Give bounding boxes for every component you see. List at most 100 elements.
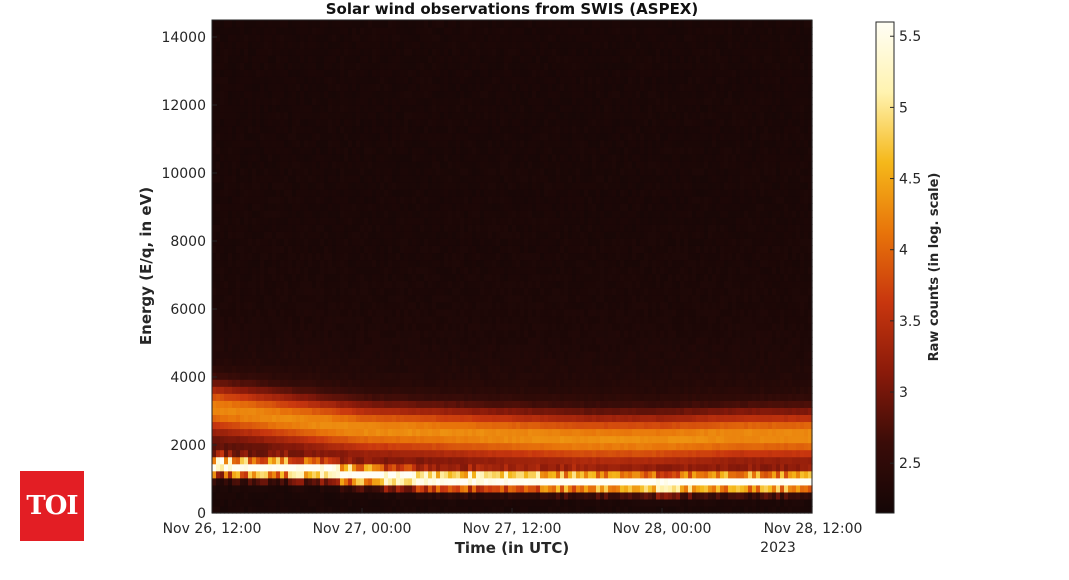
- heatmap-cell: [428, 301, 433, 310]
- heatmap-cell: [280, 153, 285, 162]
- heatmap-cell: [384, 41, 389, 49]
- heatmap-cell: [432, 343, 437, 352]
- heatmap-cell: [380, 104, 385, 113]
- heatmap-cell: [300, 379, 305, 387]
- heatmap-cell: [232, 224, 237, 232]
- heatmap-cell: [420, 322, 425, 331]
- heatmap-cell: [236, 505, 241, 514]
- heatmap-cell: [312, 97, 317, 106]
- heatmap-cell: [356, 322, 361, 331]
- heatmap-cell: [412, 118, 417, 127]
- heatmap-cell: [288, 217, 293, 225]
- heatmap-cell: [320, 322, 325, 331]
- heatmap-cell: [456, 259, 461, 268]
- heatmap-cell: [488, 372, 493, 380]
- heatmap-cell: [396, 358, 401, 366]
- heatmap-cell: [300, 217, 305, 225]
- heatmap-cell: [268, 491, 273, 500]
- heatmap-cell: [400, 245, 405, 254]
- heatmap-cell: [292, 259, 297, 268]
- heatmap-cell: [408, 365, 413, 373]
- heatmap-cell: [248, 266, 253, 275]
- heatmap-cell: [228, 69, 233, 77]
- heatmap-cell: [316, 280, 321, 289]
- heatmap-cell: [316, 224, 321, 232]
- heatmap-cell: [252, 484, 257, 493]
- heatmap-cell: [428, 196, 433, 204]
- heatmap-cell: [272, 273, 277, 282]
- heatmap-cell: [488, 463, 493, 472]
- heatmap-cell: [392, 83, 397, 92]
- heatmap-cell: [460, 118, 465, 127]
- heatmap-cell: [308, 231, 313, 239]
- heatmap-cell: [440, 498, 445, 507]
- heatmap-cell: [352, 203, 357, 211]
- heatmap-cell: [456, 139, 461, 148]
- heatmap-cell: [448, 203, 453, 211]
- heatmap-cell: [236, 498, 241, 507]
- heatmap-cell: [248, 48, 253, 56]
- heatmap-cell: [424, 407, 429, 415]
- heatmap-cell: [460, 294, 465, 303]
- heatmap-cell: [448, 167, 453, 176]
- heatmap-cell: [432, 329, 437, 338]
- heatmap-cell: [268, 104, 273, 113]
- heatmap-cell: [416, 484, 421, 493]
- heatmap-cell: [320, 301, 325, 310]
- heatmap-cell: [324, 48, 329, 56]
- heatmap-cell: [456, 336, 461, 345]
- heatmap-cell: [336, 287, 341, 296]
- heatmap-cell: [404, 41, 409, 49]
- heatmap-cell: [224, 48, 229, 56]
- heatmap-cell: [468, 160, 473, 169]
- heatmap-cell: [460, 174, 465, 183]
- heatmap-cell: [448, 407, 453, 415]
- heatmap-cell: [256, 329, 261, 338]
- heatmap-cell: [412, 146, 417, 155]
- heatmap-cell: [308, 372, 313, 380]
- heatmap-cell: [276, 174, 281, 183]
- heatmap-cell: [364, 372, 369, 380]
- heatmap-cell: [240, 428, 245, 437]
- heatmap-cell: [240, 69, 245, 77]
- heatmap-cell: [212, 273, 217, 282]
- heatmap-cell: [432, 224, 437, 232]
- heatmap-cell: [436, 498, 441, 507]
- heatmap-cell: [380, 153, 385, 162]
- heatmap-cell: [220, 252, 225, 261]
- heatmap-cell: [380, 62, 385, 70]
- heatmap-cell: [356, 104, 361, 113]
- heatmap-cell: [492, 442, 497, 451]
- heatmap-cell: [328, 372, 333, 380]
- heatmap-cell: [244, 491, 249, 500]
- heatmap-cell: [304, 181, 309, 190]
- heatmap-cell: [368, 196, 373, 204]
- heatmap-cell: [264, 174, 269, 183]
- heatmap-cell: [428, 90, 433, 99]
- heatmap-cell: [412, 421, 417, 430]
- heatmap-cell: [224, 336, 229, 345]
- heatmap-cell: [452, 463, 457, 472]
- heatmap-cell: [412, 315, 417, 324]
- heatmap-cell: [280, 210, 285, 218]
- heatmap-cell: [248, 491, 253, 500]
- heatmap-cell: [364, 414, 369, 423]
- heatmap-cell: [416, 238, 421, 246]
- heatmap-cell: [460, 442, 465, 451]
- heatmap-cell: [304, 358, 309, 366]
- heatmap-cell: [424, 280, 429, 289]
- heatmap-cell: [244, 393, 249, 401]
- heatmap-cell: [228, 139, 233, 148]
- heatmap-cell: [256, 90, 261, 99]
- heatmap-cell: [464, 386, 469, 394]
- heatmap-cell: [292, 505, 297, 514]
- heatmap-cell: [364, 280, 369, 289]
- heatmap-cell: [476, 414, 481, 423]
- heatmap-cell: [420, 111, 425, 120]
- heatmap-cell: [460, 189, 465, 197]
- heatmap-cell: [356, 210, 361, 218]
- heatmap-cell: [356, 139, 361, 148]
- heatmap-cell: [388, 90, 393, 99]
- heatmap-cell: [228, 266, 233, 275]
- heatmap-cell: [448, 97, 453, 106]
